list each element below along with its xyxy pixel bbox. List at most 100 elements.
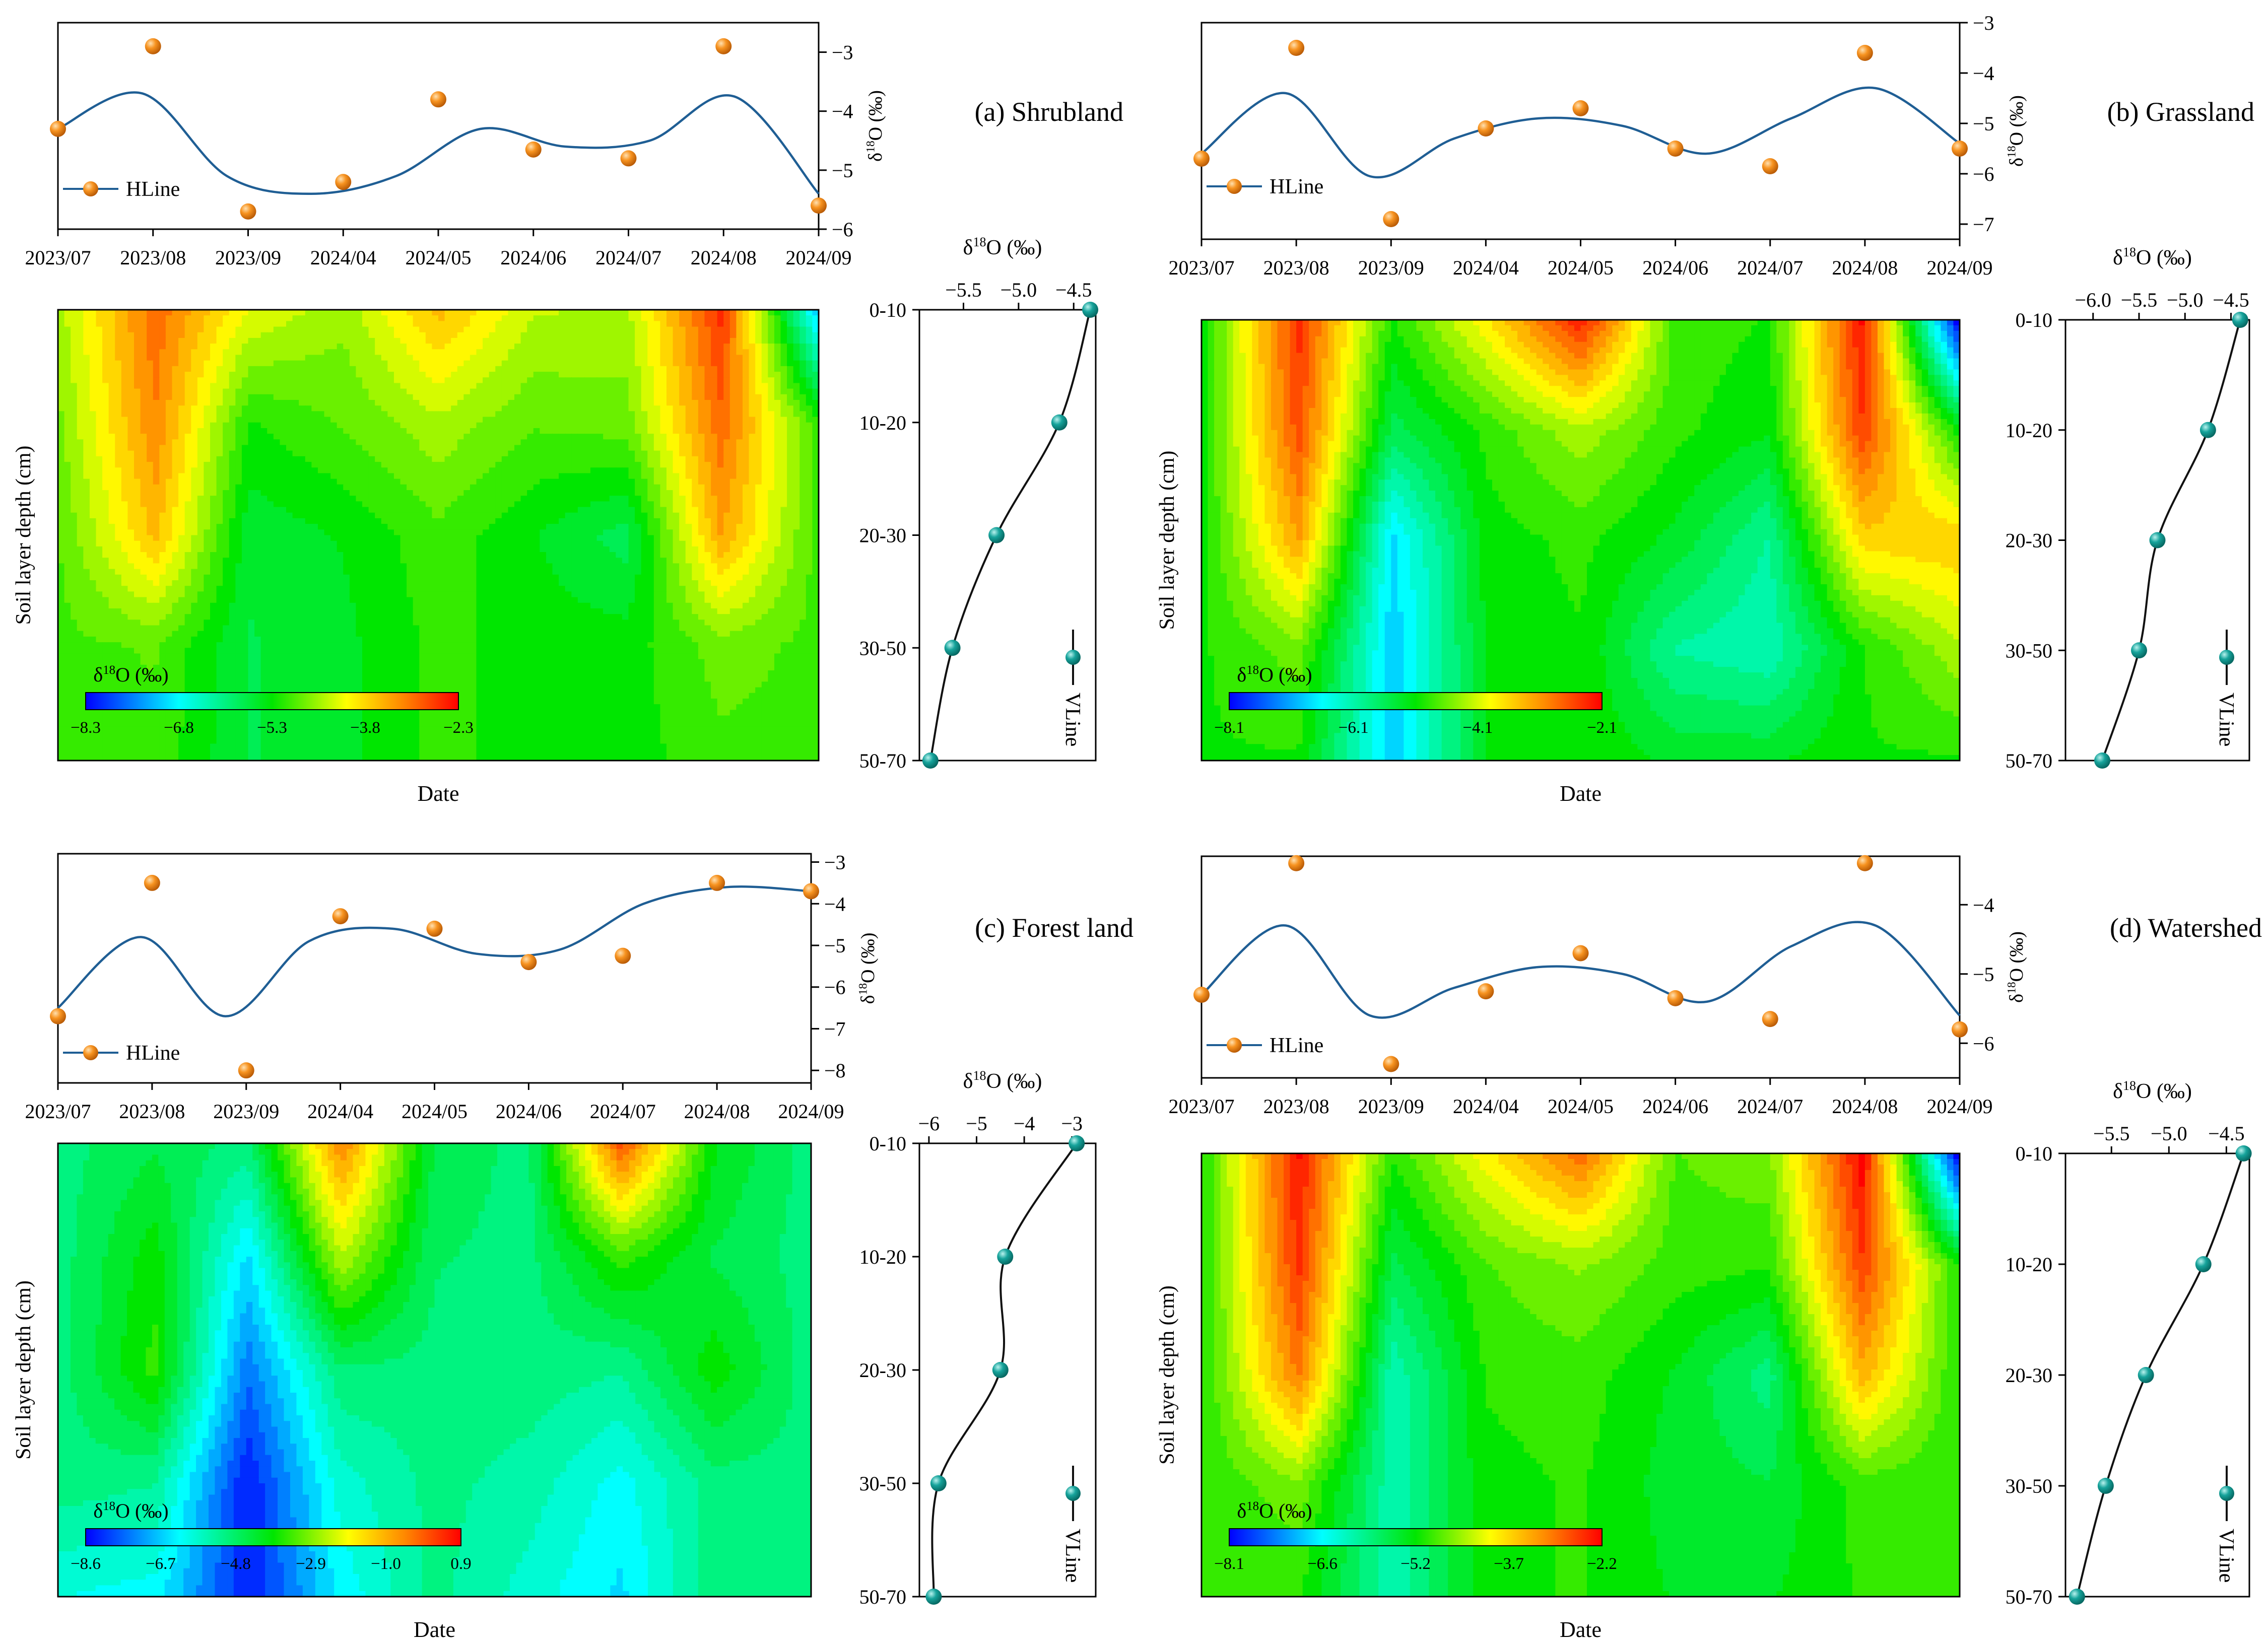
heatmap-cell — [762, 315, 768, 321]
heatmap-cell — [666, 338, 673, 344]
heatmap-cell — [451, 338, 457, 344]
heatmap-cell — [610, 338, 616, 344]
hline-point — [811, 197, 827, 214]
heatmap-cell — [109, 315, 115, 321]
heatmap-cell — [666, 321, 673, 327]
heatmap-cell — [286, 338, 293, 344]
heatmap-cell — [375, 327, 381, 333]
heatmap-cell — [159, 315, 166, 321]
heatmap-cell — [654, 332, 660, 338]
heatmap-cell — [413, 310, 420, 316]
heatmap-cell — [641, 338, 648, 344]
heatmap-cell — [172, 344, 179, 350]
heatmap-cell — [58, 338, 64, 344]
heatmap-cell — [736, 315, 743, 321]
heatmap-cell — [401, 321, 407, 327]
heatmap-cell — [261, 315, 268, 321]
heatmap-cell — [717, 327, 724, 333]
top-ytick-label: −3 — [832, 41, 853, 64]
heatmap-cell — [521, 344, 527, 350]
heatmap-cell — [248, 332, 255, 338]
heatmap-cell — [419, 321, 426, 327]
heatmap-cell — [533, 332, 540, 338]
heatmap-cell — [451, 327, 457, 333]
heatmap-cell — [768, 315, 774, 321]
heatmap-cell — [134, 355, 141, 361]
heatmap-cell — [153, 349, 160, 355]
heatmap-cell — [204, 315, 210, 321]
heatmap-cell — [597, 338, 604, 344]
heatmap-cell — [64, 355, 71, 361]
heatmap-cell — [553, 349, 559, 355]
heatmap-cell — [71, 338, 77, 344]
heatmap-cell — [121, 321, 128, 327]
heatmap-cell — [159, 321, 166, 327]
heatmap-cell — [743, 310, 749, 316]
heatmap-cell — [419, 332, 426, 338]
heatmap-cell — [419, 338, 426, 344]
heatmap-cell — [692, 338, 698, 344]
heatmap-cell — [337, 332, 344, 338]
heatmap-cell — [762, 338, 768, 344]
heatmap-cell — [210, 338, 217, 344]
heatmap-cell — [318, 310, 324, 316]
heatmap-cell — [768, 338, 774, 344]
heatmap-cell — [77, 338, 84, 344]
heatmap-cell — [705, 310, 711, 316]
heatmap-cell — [647, 349, 654, 355]
heatmap-cell — [781, 332, 787, 338]
heatmap-cell — [571, 349, 578, 355]
heatmap-cell — [356, 344, 362, 350]
heatmap-cell — [299, 321, 305, 327]
heatmap-cell — [109, 321, 115, 327]
heatmap-cell — [191, 310, 197, 316]
heatmap-cell — [394, 321, 401, 327]
heatmap-cell — [210, 315, 217, 321]
heatmap-cell — [597, 327, 604, 333]
heatmap-cell — [584, 344, 590, 350]
heatmap-cell — [267, 344, 274, 350]
heatmap-cell — [204, 355, 210, 361]
heatmap-cell — [172, 321, 179, 327]
heatmap-cell — [90, 344, 96, 350]
heatmap-cell — [141, 355, 147, 361]
heatmap-cell — [673, 315, 680, 321]
heatmap-cell — [102, 338, 109, 344]
heatmap-cell — [806, 332, 813, 338]
heatmap-cell — [457, 349, 464, 355]
heatmap-cell — [127, 355, 134, 361]
heatmap-cell — [102, 310, 109, 316]
heatmap-cell — [324, 344, 331, 350]
heatmap-cell — [280, 344, 286, 350]
heatmap-cell — [635, 338, 641, 344]
heatmap-cell — [749, 315, 756, 321]
heatmap-cell — [540, 338, 546, 344]
heatmap-cell — [616, 349, 622, 355]
heatmap-cell — [463, 321, 470, 327]
heatmap-cell — [451, 315, 457, 321]
heatmap-cell — [698, 327, 705, 333]
heatmap-cell — [223, 355, 229, 361]
heatmap-cell — [508, 321, 514, 327]
heatmap-cell — [635, 310, 641, 316]
heatmap-cell — [191, 349, 197, 355]
heatmap-cell — [318, 315, 324, 321]
heatmap-cell — [432, 338, 438, 344]
heatmap-cell — [451, 349, 457, 355]
heatmap-cell — [121, 332, 128, 338]
heatmap-cell — [654, 321, 660, 327]
heatmap-cell — [660, 349, 666, 355]
heatmap-cell — [102, 349, 109, 355]
heatmap-cell — [204, 327, 210, 333]
heatmap-cell — [223, 327, 229, 333]
heatmap-cell — [337, 327, 344, 333]
heatmap-cell — [705, 349, 711, 355]
hline-point — [240, 203, 256, 220]
heatmap-cell — [375, 310, 381, 316]
heatmap-cell — [127, 349, 134, 355]
heatmap-cell — [166, 332, 172, 338]
heatmap-cell — [546, 315, 553, 321]
heatmap-cell — [369, 321, 375, 327]
heatmap-cell — [90, 332, 96, 338]
heatmap-cell — [191, 321, 197, 327]
